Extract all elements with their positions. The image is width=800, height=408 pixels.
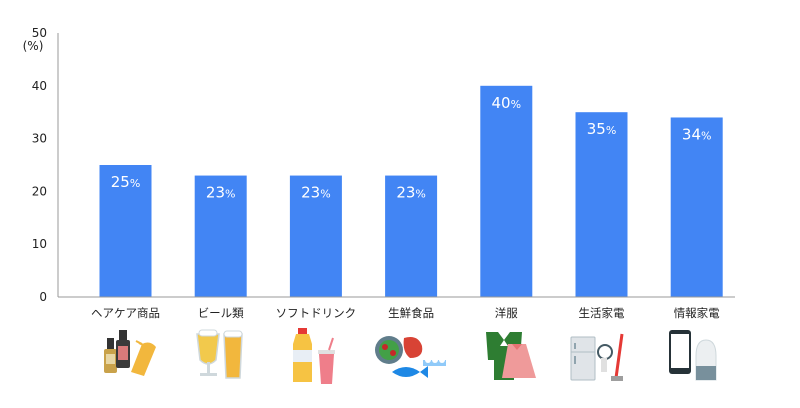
bar-value-labels: 25%23% 23% 23%40%35% 34% [111, 94, 712, 202]
bar [385, 175, 438, 297]
bar [670, 117, 723, 297]
category-label: ソフトドリンク [276, 306, 357, 320]
bar-value-unit: % [225, 188, 235, 201]
bar-value-unit: % [320, 188, 330, 201]
bar [575, 112, 628, 297]
y-tick-label: 20 [32, 184, 47, 198]
home-appliances-icon [570, 333, 624, 381]
bar-value-label: 35% [587, 120, 617, 138]
fresh-food-icon [375, 336, 446, 378]
y-axis-ticks: 0 10 20 30 40 50 [32, 26, 47, 304]
bar-value-number: 25 [111, 173, 130, 191]
beer-glasses-icon [196, 329, 243, 379]
bar-value-number: 23 [301, 184, 320, 202]
y-tick-label: 40 [32, 79, 47, 93]
category-label: 生鮮食品 [388, 306, 434, 320]
bar-value-label: 23% [396, 184, 426, 202]
bar [194, 175, 247, 297]
category-labels: ヘアケア商品 ビール類 ソフトドリンク 生鮮食品 洋服 生活家電 情報家電 [91, 306, 720, 320]
bars [99, 85, 723, 297]
bar [289, 175, 342, 297]
bar-value-label: 40% [492, 94, 522, 112]
hair-care-products-icon [104, 330, 156, 376]
y-axis-unit-label: (%) [23, 39, 44, 53]
clothing-icon [486, 332, 536, 380]
bar-value-unit: % [511, 98, 521, 111]
category-label: 情報家電 [674, 306, 720, 320]
y-tick-label: 30 [32, 132, 47, 146]
y-tick-label: 50 [32, 26, 47, 40]
bar-value-number: 23 [206, 184, 225, 202]
bar-value-label: 25% [111, 173, 141, 191]
bar-value-unit: % [701, 129, 711, 142]
bar-value-number: 23 [396, 184, 415, 202]
category-label: 洋服 [495, 306, 518, 320]
bar-value-unit: % [415, 188, 425, 201]
bar-value-unit: % [130, 177, 140, 190]
bar-value-number: 40 [492, 94, 511, 112]
smart-devices-icon [669, 330, 717, 381]
category-label: ヘアケア商品 [91, 306, 160, 320]
bar-value-label: 23% [206, 184, 236, 202]
bar [99, 165, 152, 297]
y-tick-label: 0 [39, 290, 47, 304]
y-tick-label: 10 [32, 237, 47, 251]
bar-value-unit: % [606, 124, 616, 137]
bar-value-label: 34% [682, 125, 712, 143]
category-label: 生活家電 [579, 306, 625, 320]
bar-value-number: 35 [587, 120, 606, 138]
bar [480, 85, 533, 297]
bar-value-label: 23% [301, 184, 331, 202]
category-label: ビール類 [198, 306, 244, 320]
bar-value-number: 34 [682, 125, 701, 143]
soft-drinks-icon [293, 328, 335, 384]
